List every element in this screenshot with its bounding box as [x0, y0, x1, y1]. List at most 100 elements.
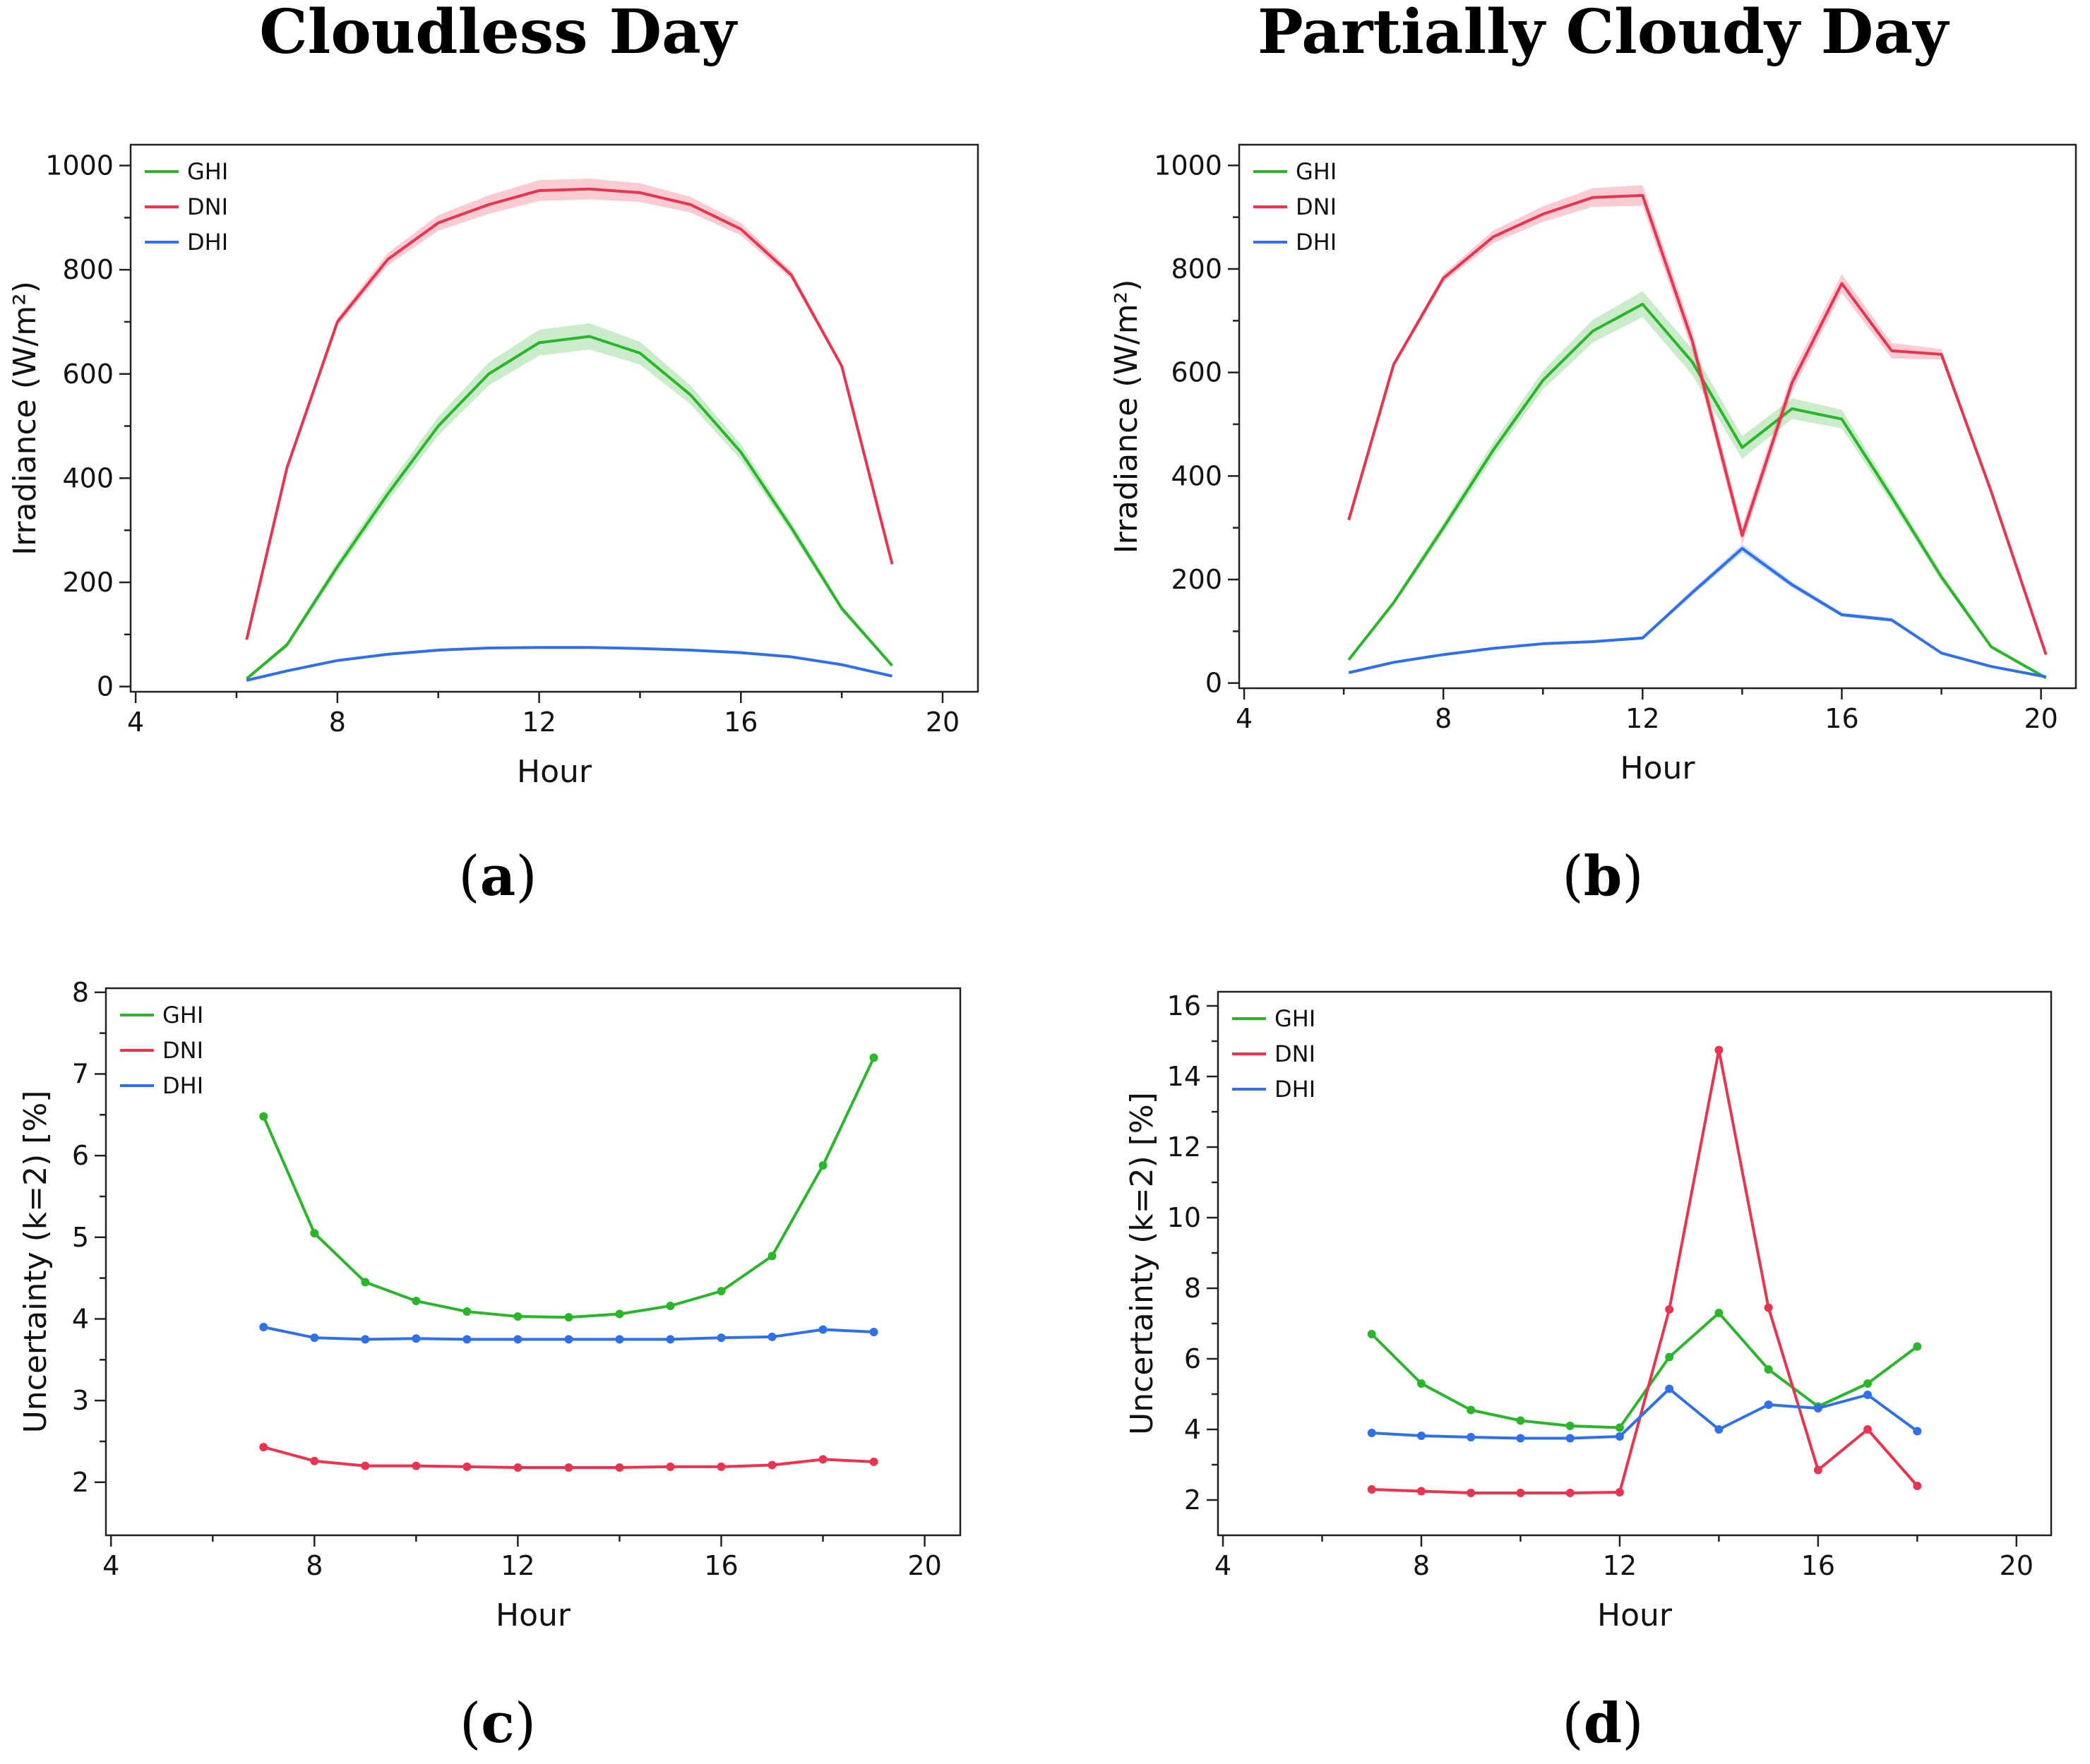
- x-tick-label: 4: [1214, 1550, 1231, 1581]
- data-point-ghi: [259, 1112, 268, 1121]
- data-point-ghi: [1665, 1352, 1674, 1362]
- legend-label-ghi: GHI: [1296, 158, 1337, 185]
- panel-label-paren-open: (: [460, 1692, 481, 1756]
- panel-label-paren-close: ): [1622, 1692, 1643, 1756]
- series-line-ghi: [1371, 1312, 1918, 1429]
- y-axis-title: Uncertainty (k=2) [%]: [1124, 1092, 1160, 1435]
- data-point-dhi: [615, 1335, 624, 1344]
- series-line-ghi: [262, 1057, 876, 1319]
- y-tick-label: 6: [1184, 1343, 1201, 1374]
- series-dhi: [1367, 1384, 1922, 1443]
- data-point-dni: [1665, 1305, 1674, 1314]
- series-dni: [245, 178, 894, 642]
- series-ghi: [245, 323, 894, 680]
- x-tick-label: 4: [102, 1550, 119, 1581]
- data-point-dhi: [717, 1333, 726, 1343]
- data-point-dni: [717, 1462, 726, 1471]
- x-tick-label: 16: [704, 1550, 738, 1581]
- panel-label-paren-close: ): [515, 1692, 536, 1756]
- data-point-ghi: [818, 1161, 828, 1170]
- panel-label: (a): [458, 844, 537, 908]
- data-point-dhi: [768, 1332, 777, 1341]
- data-point-ghi: [412, 1297, 421, 1306]
- data-point-ghi: [1367, 1330, 1376, 1338]
- data-point-dhi: [259, 1323, 268, 1332]
- panel-label-paren-open: (: [1562, 1692, 1583, 1756]
- series-line-ghi: [1347, 302, 2047, 680]
- x-tick-label: 4: [127, 707, 144, 738]
- plot-frame: [129, 143, 979, 693]
- chart-panel-a: 4 8 12 16 2002004006008001000HourIrradiance …: [7, 143, 979, 908]
- data-point-ghi: [1516, 1416, 1525, 1425]
- data-point-dni: [666, 1462, 675, 1471]
- plot-frame: [1217, 990, 2053, 1537]
- legend-label-dhi: DHI: [187, 229, 228, 256]
- panel-label-letter: b: [1584, 844, 1623, 908]
- data-point-dni: [1863, 1425, 1873, 1434]
- x-axis-title: Hour: [496, 1597, 571, 1633]
- legend-label-dni: DNI: [1296, 193, 1337, 220]
- x-tick-label: 12: [1625, 703, 1659, 734]
- title-cloudless-day: Cloudless Day: [259, 0, 739, 68]
- data-point-ghi: [310, 1229, 319, 1238]
- x-tick-label: 16: [724, 707, 758, 738]
- y-tick-label: 16: [1167, 990, 1201, 1021]
- x-tick-label: 20: [2000, 1550, 2034, 1581]
- data-point-dni: [1764, 1303, 1773, 1312]
- data-point-dhi: [1615, 1432, 1624, 1441]
- y-tick-label: 3: [72, 1385, 89, 1416]
- data-point-dhi: [1467, 1433, 1476, 1441]
- y-axis-title: Irradiance (W/m²): [1109, 280, 1145, 554]
- data-point-dhi: [462, 1335, 472, 1344]
- x-tick-label: 8: [329, 707, 346, 738]
- panel-label-paren-close: ): [515, 845, 537, 908]
- legend-label-dni: DNI: [187, 193, 228, 220]
- data-point-ghi: [869, 1053, 878, 1062]
- data-point-dhi: [310, 1333, 319, 1343]
- x-tick-label: 8: [306, 1550, 323, 1581]
- legend-label-ghi: GHI: [162, 1002, 203, 1028]
- data-point-dni: [869, 1457, 878, 1466]
- data-point-dhi: [869, 1327, 878, 1336]
- series-line-dhi: [1348, 547, 2047, 678]
- data-point-dhi: [1813, 1404, 1822, 1412]
- series-line-dhi: [1371, 1387, 1918, 1440]
- data-point-ghi: [768, 1252, 777, 1261]
- x-axis-title: Hour: [1597, 1597, 1673, 1633]
- y-tick-label: 12: [1167, 1132, 1201, 1163]
- legend-label-dhi: DHI: [1296, 229, 1337, 256]
- series-ghi: [259, 1053, 878, 1322]
- panel-label: (b): [1562, 844, 1643, 908]
- x-tick-label: 16: [1801, 1550, 1835, 1581]
- y-axis-title: Uncertainty (k=2) [%]: [18, 1091, 54, 1434]
- data-point-ghi: [1863, 1379, 1873, 1388]
- title-partially-cloudy-day: Partially Cloudy Day: [1258, 0, 1950, 68]
- data-point-dni: [1714, 1045, 1724, 1055]
- data-point-dhi: [1665, 1384, 1674, 1393]
- data-point-ghi: [1714, 1309, 1724, 1317]
- y-tick-label: 600: [1171, 357, 1222, 388]
- series-dhi: [1348, 544, 2047, 678]
- data-point-dni: [259, 1443, 268, 1452]
- y-axis-title: Irradiance (W/m²): [7, 281, 43, 556]
- panel-label-paren-close: ): [1622, 845, 1643, 908]
- data-point-dni: [1615, 1488, 1624, 1496]
- series-line-dni: [1347, 193, 2048, 655]
- series-dni: [1367, 1045, 1922, 1497]
- series-line-ghi: [245, 335, 894, 680]
- y-tick-label: 2: [1184, 1484, 1201, 1516]
- data-point-ghi: [361, 1278, 370, 1287]
- x-tick-label: 20: [2024, 703, 2058, 734]
- chart-panel-b: 4 8 12 16 2002004006008001000HourIrradiance …: [1109, 143, 2077, 908]
- uncertainty-band-dhi: [246, 646, 892, 681]
- data-point-dni: [310, 1456, 319, 1465]
- legend: GHI DNI DHI: [120, 1002, 203, 1099]
- data-point-dhi: [1516, 1434, 1525, 1443]
- data-point-ghi: [564, 1313, 573, 1322]
- y-tick-label: 0: [1205, 668, 1222, 699]
- panel-label-letter: d: [1584, 1691, 1623, 1756]
- y-tick-label: 6: [72, 1140, 89, 1171]
- y-tick-label: 8: [1184, 1273, 1201, 1304]
- x-tick-label: 12: [1603, 1550, 1637, 1581]
- x-tick-label: 8: [1435, 703, 1452, 734]
